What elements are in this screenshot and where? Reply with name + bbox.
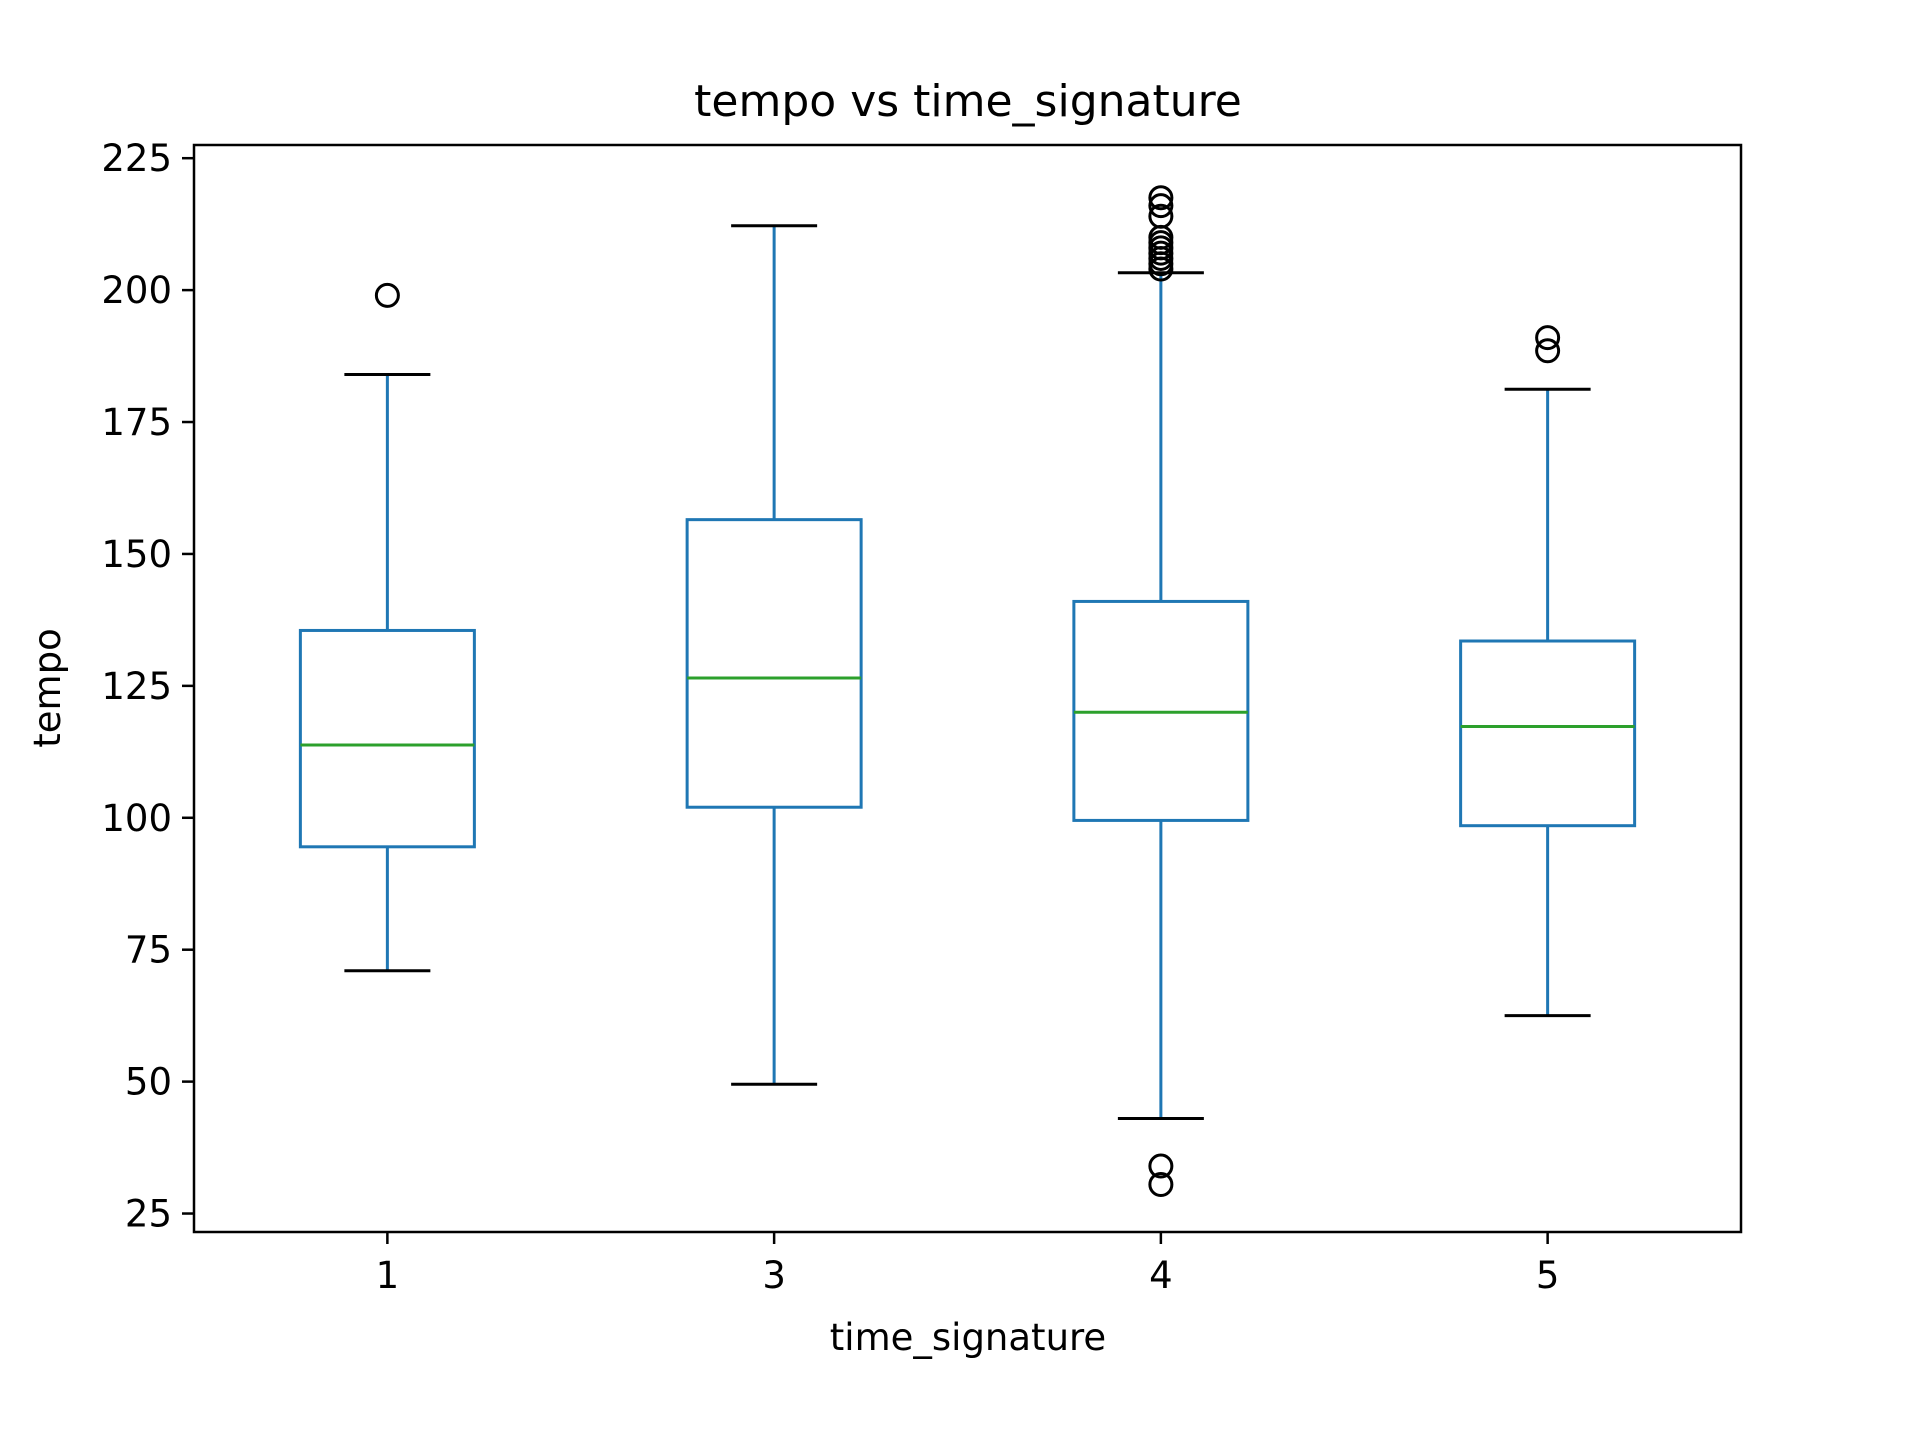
box-group-5 (1459, 325, 1637, 1018)
y-tick-label: 50 (125, 1061, 172, 1104)
box-group-1 (298, 282, 476, 973)
axes: 25 50 75 100 125 150 175 200 225 1 3 4 5 (101, 137, 1559, 1297)
y-tick-label: 225 (101, 137, 172, 180)
y-tick-label: 200 (101, 269, 172, 312)
y-tick-label: 100 (101, 797, 172, 840)
x-tick-label: 3 (762, 1254, 786, 1297)
outlier-point (1148, 185, 1174, 211)
x-tick-label: 4 (1149, 1254, 1173, 1297)
y-tick-label: 175 (101, 401, 172, 444)
outlier-point (1148, 203, 1174, 229)
y-axis-label: tempo (26, 628, 69, 747)
outlier-point (374, 282, 400, 308)
box-group-4 (1072, 185, 1250, 1198)
iqr-box (298, 628, 476, 849)
x-tick-label: 5 (1536, 1254, 1560, 1297)
outlier-point (1148, 193, 1174, 219)
outlier-point (1535, 325, 1561, 351)
chart-title: tempo vs time_signature (694, 76, 1242, 127)
y-tick-label: 25 (125, 1193, 172, 1236)
iqr-box (1459, 639, 1637, 828)
x-axis-label: time_signature (830, 1316, 1106, 1359)
y-tick-label: 75 (125, 929, 172, 972)
outlier-point (1148, 1153, 1174, 1179)
plot-frame (192, 143, 1743, 1234)
y-tick-label: 125 (101, 665, 172, 708)
outlier-point (1535, 338, 1561, 364)
x-tick-label: 1 (376, 1254, 400, 1297)
outlier-point (1148, 1172, 1174, 1198)
y-tick-label: 150 (101, 533, 172, 576)
plot-area (298, 185, 1637, 1198)
iqr-box (685, 518, 863, 809)
box-group-3 (685, 224, 863, 1086)
